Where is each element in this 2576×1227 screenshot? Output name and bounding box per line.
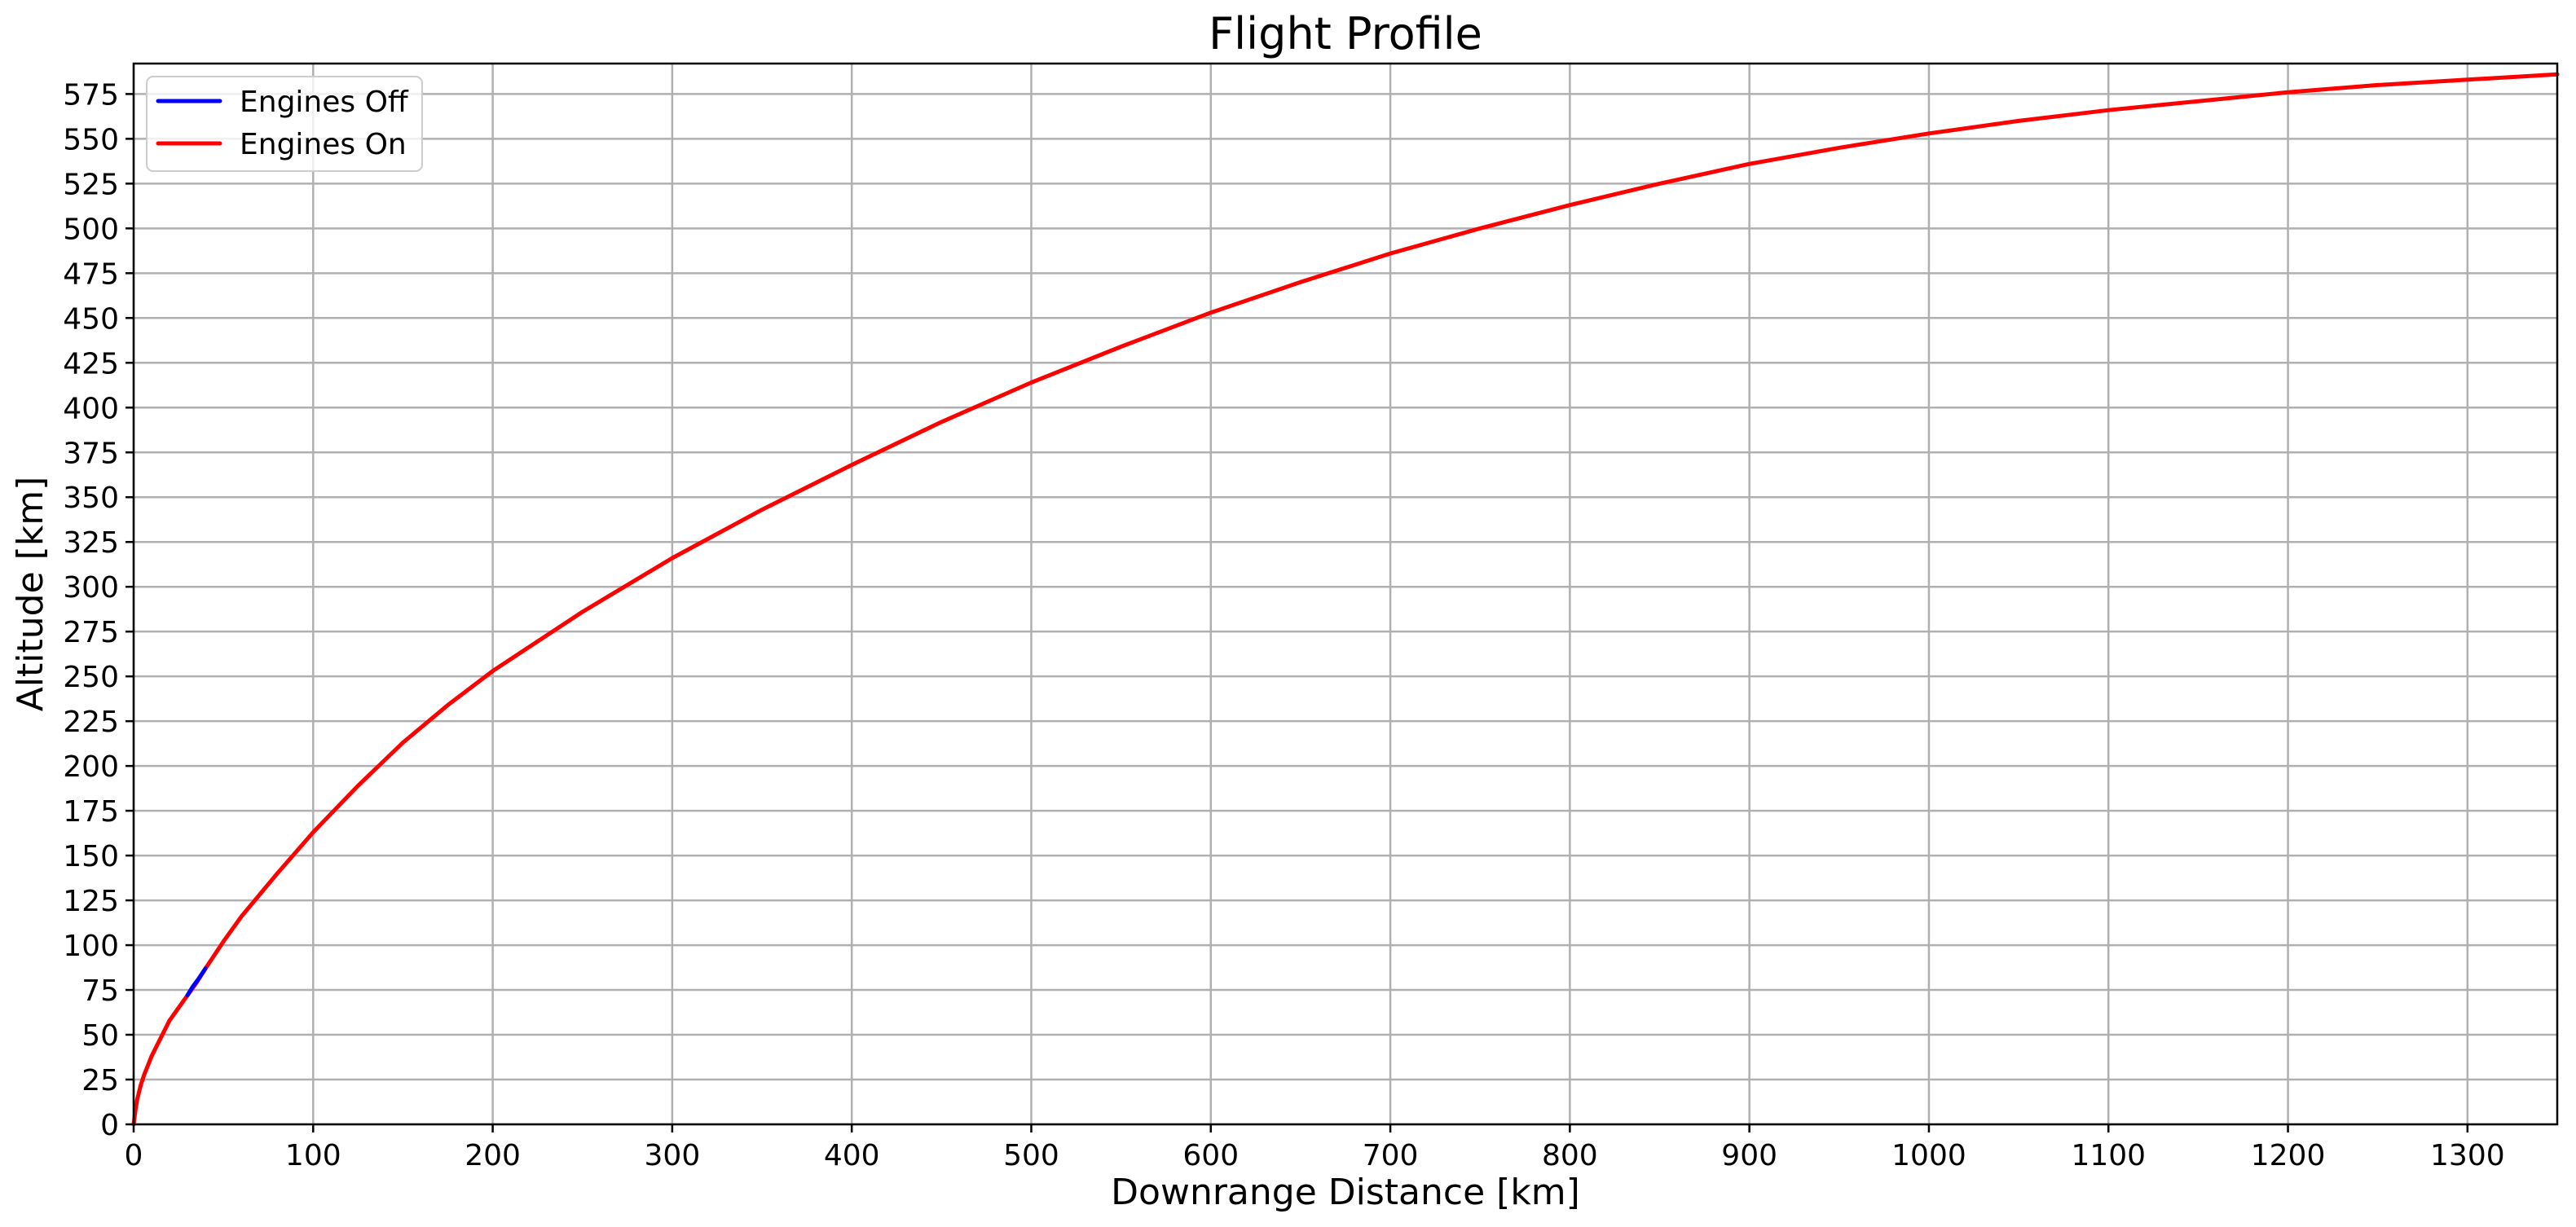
y-tick-label: 550 [63,123,119,156]
grid-layer [132,64,2557,1126]
legend-label-engines-on: Engines On [240,128,407,161]
y-tick-label: 250 [63,661,119,694]
x-tick-label: 500 [1003,1139,1059,1172]
x-tick-label: 600 [1182,1139,1239,1172]
x-tick-label: 700 [1363,1139,1419,1172]
y-tick-label: 100 [63,930,119,963]
tick-layer: 0 100 200 300 400 500 600 700 800 900 1000 1100 1200… [63,78,2504,1172]
series-layer [131,72,2560,1127]
x-tick-label: 1200 [2251,1139,2326,1172]
y-tick-label: 450 [63,302,119,336]
y-tick-label: 325 [63,526,119,560]
chart-title: Flight Profile [1209,8,1482,59]
y-tick-label: 475 [63,257,119,291]
y-axis-label: Altitude [km] [10,477,51,712]
y-tick-label: 75 [81,974,119,1008]
x-tick-label: 1100 [2071,1139,2146,1172]
y-tick-label: 200 [63,750,119,784]
y-tick-label: 375 [63,437,119,470]
y-tick-label: 575 [63,78,119,112]
series-line-engines-off [185,966,208,998]
y-tick-label: 275 [63,616,119,649]
y-tick-label: 500 [63,213,119,246]
x-tick-label: 100 [285,1139,341,1172]
y-tick-label: 50 [81,1019,119,1053]
x-axis-label: Downrange Distance [km] [1111,1172,1580,1213]
x-tick-label: 400 [824,1139,880,1172]
y-tick-label: 425 [63,347,119,380]
x-tick-label: 200 [465,1139,521,1172]
x-tick-label: 1300 [2430,1139,2505,1172]
y-tick-label: 150 [63,840,119,873]
y-tick-label: 300 [63,571,119,605]
y-tick-label: 125 [63,885,119,918]
y-tick-label: 175 [63,795,119,829]
y-tick-label: 350 [63,482,119,515]
y-tick-label: 525 [63,168,119,201]
y-tick-label: 400 [63,392,119,425]
legend-label-engines-off: Engines Off [240,86,409,119]
legend: Engines Off Engines On [146,76,423,172]
x-tick-label: 900 [1721,1139,1777,1172]
y-tick-label: 0 [100,1109,119,1142]
x-tick-label: 300 [645,1139,701,1172]
axes-frame [132,62,2559,1126]
x-tick-label: 0 [125,1139,143,1172]
x-tick-label: 800 [1542,1139,1598,1172]
x-tick-label: 1000 [1891,1139,1966,1172]
y-tick-label: 25 [81,1064,119,1097]
series-line-engines-on [131,72,2560,1127]
y-tick-label: 225 [63,706,119,739]
